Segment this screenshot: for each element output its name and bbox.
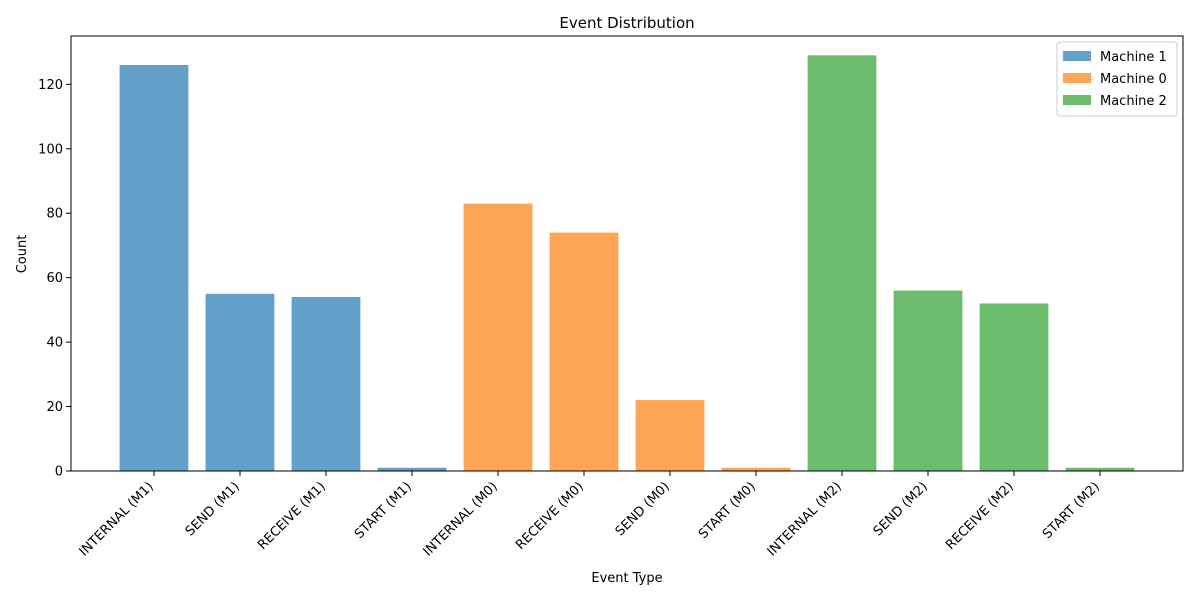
x-tick-label: SEND (M1): [183, 479, 243, 539]
y-tick-label: 0: [55, 465, 63, 480]
legend-entry-label: Machine 0: [1100, 72, 1167, 87]
chart-title: Event Distribution: [559, 14, 694, 32]
bar-send-m0: [635, 400, 705, 471]
x-tick-label: START (M0): [696, 479, 759, 542]
x-axis-label: Event Type: [591, 571, 662, 586]
x-tick-label: INTERNAL (M0): [421, 479, 501, 559]
bar-start-m1: [377, 467, 447, 471]
bar-internal-m0: [463, 203, 533, 471]
x-tick-label: START (M2): [1040, 479, 1103, 542]
bar-receive-m1: [291, 297, 361, 471]
legend-swatch: [1063, 95, 1091, 105]
x-tick-label: INTERNAL (M2): [765, 479, 845, 559]
x-tick-label: SEND (M2): [871, 479, 931, 539]
x-tick-label: RECEIVE (M2): [943, 479, 1017, 553]
bar-start-m2: [1065, 467, 1135, 471]
y-tick-label: 20: [46, 400, 63, 415]
x-tick-label: SEND (M0): [613, 479, 673, 539]
bar-receive-m2: [979, 303, 1049, 471]
legend-entry-label: Machine 2: [1100, 94, 1167, 109]
x-tick-label: START (M1): [352, 479, 415, 542]
bar-receive-m0: [549, 232, 619, 471]
x-tick-label: RECEIVE (M0): [513, 479, 587, 553]
bar-internal-m2: [807, 55, 877, 471]
legend-swatch: [1063, 51, 1091, 61]
bar-start-m0: [721, 467, 791, 471]
y-tick-label: 100: [38, 142, 63, 157]
y-tick-label: 80: [46, 207, 63, 222]
bar-send-m1: [205, 293, 275, 471]
y-tick-label: 60: [46, 271, 63, 286]
legend-swatch: [1063, 73, 1091, 83]
x-tick-label: INTERNAL (M1): [77, 479, 157, 559]
x-tick-label: RECEIVE (M1): [255, 479, 329, 553]
y-tick-label: 120: [38, 78, 63, 93]
legend: Machine 1 Machine 0 Machine 2: [1056, 41, 1178, 117]
y-axis-label: Count: [15, 235, 30, 274]
legend-entry-label: Machine 1: [1100, 50, 1167, 65]
y-tick-label: 40: [46, 336, 63, 351]
bar-send-m2: [893, 290, 963, 471]
plot-frame: [70, 35, 1184, 472]
bar-internal-m1: [119, 65, 189, 471]
